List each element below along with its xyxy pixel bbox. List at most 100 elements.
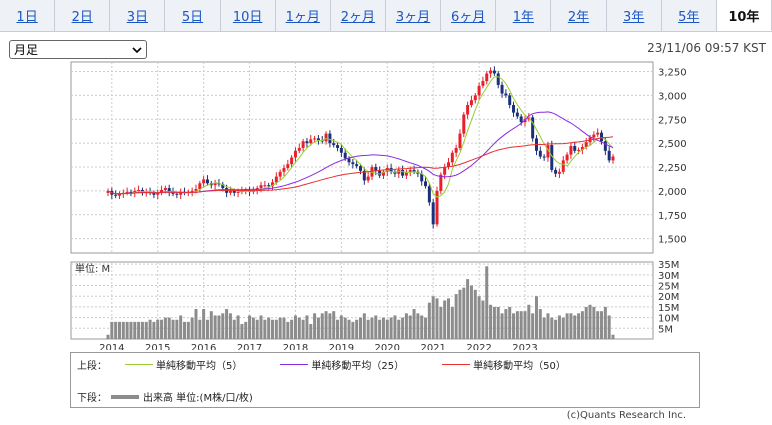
volume-bar-34 — [236, 315, 240, 339]
candle-41 — [263, 185, 267, 187]
volume-bar-72 — [381, 317, 385, 339]
volume-bar-6 — [129, 321, 133, 339]
volume-bar-99 — [485, 266, 489, 339]
candle-32 — [228, 190, 232, 193]
volume-bar-28 — [213, 315, 217, 339]
volume-bar-56 — [320, 313, 324, 339]
tab-8[interactable]: 6ヶ月 — [441, 0, 497, 31]
candle-13 — [156, 192, 160, 195]
candle-120 — [565, 154, 569, 161]
candle-123 — [577, 149, 581, 151]
candle-64 — [351, 162, 355, 165]
candle-115 — [546, 145, 550, 158]
legend-ma5-swatch — [125, 364, 153, 365]
candle-96 — [473, 95, 477, 101]
volume-bar-67 — [362, 313, 366, 339]
volume-bar-118 — [557, 315, 561, 339]
candle-113 — [538, 150, 542, 157]
candle-40 — [259, 185, 263, 189]
volume-bar-5 — [125, 321, 129, 339]
x-tick-2022: 2022 — [466, 343, 491, 350]
x-tick-2021: 2021 — [420, 343, 445, 350]
volume-tick-2: 15M — [658, 303, 679, 314]
volume-bar-98 — [481, 300, 485, 339]
tab-3[interactable]: 5日 — [165, 0, 221, 31]
volume-bar-84 — [427, 302, 431, 339]
candle-77 — [401, 169, 405, 176]
volume-bar-96 — [473, 289, 477, 339]
volume-bar-60 — [336, 319, 340, 339]
legend-lower-label: 下段： — [77, 393, 107, 404]
volume-bar-30 — [221, 313, 225, 339]
tab-1[interactable]: 2日 — [55, 0, 111, 31]
volume-bar-88 — [443, 300, 447, 339]
tab-6[interactable]: 2ヶ月 — [331, 0, 386, 31]
volume-bar-71 — [378, 319, 382, 339]
volume-bar-18 — [175, 319, 179, 339]
candle-59 — [332, 143, 336, 146]
volume-tick-6: 35M — [658, 260, 679, 271]
candle-48 — [290, 157, 294, 165]
tab-13[interactable]: 10年 — [716, 0, 772, 31]
chart-period-select[interactable]: 月足 — [9, 40, 147, 59]
volume-bar-14 — [160, 319, 164, 339]
candle-67 — [362, 170, 366, 181]
tab-2[interactable]: 3日 — [110, 0, 166, 31]
candle-16 — [167, 188, 171, 192]
volume-bar-101 — [492, 306, 496, 339]
tab-7[interactable]: 3ヶ月 — [386, 0, 442, 31]
x-tick-2017: 2017 — [237, 343, 262, 350]
legend-ma25-swatch — [280, 364, 309, 365]
volume-bar-64 — [351, 321, 355, 339]
y-tick-6: 3,000 — [658, 91, 687, 102]
stock-chart: 2014 2015 2016 2017 2018 2019 2020 2021 2022 2023… — [70, 61, 687, 350]
candle-52 — [305, 141, 309, 144]
candle-8 — [137, 189, 141, 191]
candle-70 — [374, 167, 378, 171]
candle-88 — [443, 167, 447, 175]
candle-119 — [561, 160, 565, 172]
legend-row-lower: 下段： 出来高 単位:(M株/口/枚) — [77, 389, 253, 404]
volume-bar-27 — [209, 311, 213, 339]
candle-45 — [278, 171, 282, 177]
volume-bar-17 — [171, 319, 175, 339]
tab-4[interactable]: 10日 — [221, 0, 276, 31]
tab-12[interactable]: 5年 — [662, 0, 717, 31]
candle-44 — [274, 176, 278, 183]
tab-9[interactable]: 1年 — [496, 0, 552, 31]
candle-98 — [481, 81, 485, 86]
volume-bar-108 — [519, 311, 523, 339]
volume-bar-120 — [565, 313, 569, 339]
tab-10[interactable]: 2年 — [551, 0, 607, 31]
candle-3 — [117, 193, 121, 196]
volume-bar-111 — [531, 313, 535, 339]
volume-bar-52 — [305, 315, 309, 339]
volume-bar-66 — [359, 317, 362, 339]
candle-76 — [397, 169, 401, 174]
legend-volume-label: 出来高 単位:(M株/口/枚) — [143, 393, 253, 404]
tab-11[interactable]: 3年 — [607, 0, 662, 31]
candle-42 — [267, 185, 271, 187]
candle-85 — [431, 202, 435, 225]
candle-62 — [343, 152, 347, 159]
volume-bar-4 — [121, 321, 125, 339]
volume-bar-110 — [527, 304, 531, 339]
volume-bar-74 — [389, 317, 393, 339]
candle-97 — [477, 85, 481, 96]
legend-row-upper: 上段： 単純移動平均（5） 単純移動平均（25） 単純移動平均（50） — [77, 357, 566, 372]
volume-bar-10 — [144, 321, 148, 339]
tab-0[interactable]: 1日 — [0, 0, 56, 31]
volume-bar-9 — [140, 321, 144, 339]
volume-bar-106 — [512, 313, 516, 339]
candle-26 — [205, 179, 209, 184]
volume-bar-59 — [332, 311, 336, 339]
volume-bar-105 — [508, 306, 512, 339]
volume-bar-125 — [584, 306, 588, 339]
volume-bar-32 — [228, 313, 232, 339]
candle-5 — [125, 191, 129, 193]
candle-53 — [309, 139, 313, 144]
candle-95 — [469, 100, 473, 105]
candle-49 — [293, 150, 297, 158]
tab-5[interactable]: 1ヶ月 — [276, 0, 331, 31]
candle-15 — [163, 188, 167, 190]
